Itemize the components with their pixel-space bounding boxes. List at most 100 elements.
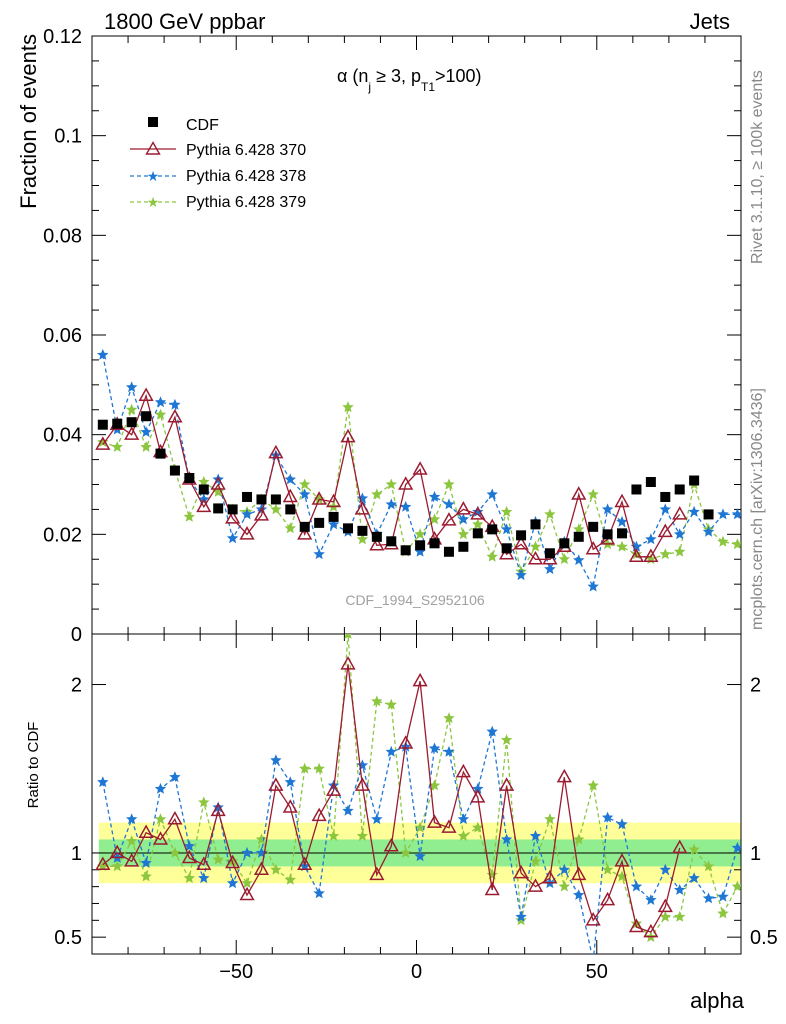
ratio-point-pythia-6-428-370 [484,881,500,896]
ratio-point-pythia-6-428-378 [659,863,671,875]
y-tick-label-main: 0.12 [43,26,82,48]
ratio-point-pythia-6-428-370 [441,819,457,833]
main-point-cdf [544,548,555,559]
title-alpha: α (n [337,66,368,86]
main-point-pythia-6-428-379 [659,548,671,560]
ratio-point-pythia-6-428-379 [183,872,196,884]
ratio-point-pythia-6-428-378 [630,880,643,892]
ratio-point-pythia-6-428-378 [241,846,253,858]
y-tick-label-ratio-right: 2 [750,675,761,697]
main-point-cdf [573,531,584,542]
ratio-point-pythia-6-428-379 [313,762,325,774]
main-point-pythia-6-428-370 [628,548,645,563]
main-point-cdf [501,543,512,554]
main-point-cdf [602,529,613,540]
main-point-pythia-6-428-370 [585,540,601,555]
ratio-point-pythia-6-428-370 [311,807,327,822]
main-point-pythia-6-428-378 [630,540,643,552]
main-point-pythia-6-428-378 [385,498,397,510]
legend-marker-cdf [148,117,158,127]
ratio-point-pythia-6-428-370 [225,854,241,869]
ratio-point-pythia-6-428-370 [470,789,486,803]
main-point-cdf [270,494,281,505]
ratio-line-pythia-6-428-370 [102,664,681,933]
main-point-pythia-6-428-378 [443,498,455,510]
ratio-point-pythia-6-428-370 [571,866,587,881]
main-point-cdf [184,473,195,484]
ratio-point-pythia-6-428-379 [573,833,585,845]
main-point-pythia-6-428-370 [311,491,327,505]
ratio-point-pythia-6-428-378 [385,745,397,757]
legend: CDF Pythia 6.428 370 ★ Pythia 6.428 378 … [130,117,306,211]
ratio-point-pythia-6-428-378 [97,776,109,788]
main-point-pythia-6-428-379 [270,503,282,515]
main-point-pythia-6-428-379 [212,486,224,497]
main-point-pythia-6-428-370 [672,506,688,520]
x-tick-label: 0 [411,961,422,983]
legend-marker-379: ★ [147,195,160,211]
main-point-pythia-6-428-378 [97,348,109,360]
ratio-point-pythia-6-428-379 [356,830,369,841]
main-point-pythia-6-428-378 [313,548,325,560]
ratio-point-pythia-6-428-378 [731,841,741,853]
main-series-group [95,348,741,592]
main-point-pythia-6-428-379 [457,528,470,540]
ratio-point-pythia-6-428-370 [124,853,140,867]
main-point-pythia-6-428-378 [688,505,700,517]
main-point-pythia-6-428-370 [282,488,298,503]
main-point-pythia-6-428-379 [428,513,441,525]
main-point-pythia-6-428-378 [400,500,412,512]
ratio-point-pythia-6-428-378 [702,892,715,904]
title-mid: ≥ 3, p [371,66,421,86]
ratio-point-pythia-6-428-378 [154,782,167,794]
title-sub-t1: T1 [421,80,435,94]
ratio-point-pythia-6-428-379 [500,734,513,745]
ratio-point-pythia-6-428-378 [457,813,470,825]
ratio-point-pythia-6-428-378 [226,877,239,889]
ratio-point-pythia-6-428-370 [600,891,616,906]
ratio-point-pythia-6-428-378 [688,872,700,884]
x-axis-label: alpha [690,988,745,1013]
main-point-pythia-6-428-378 [573,554,585,566]
ratio-point-pythia-6-428-378 [645,894,657,905]
y-tick-label-main: 0.06 [43,325,82,347]
ratio-point-pythia-6-428-370 [672,839,688,854]
main-point-pythia-6-428-378 [515,569,527,581]
ratio-point-pythia-6-428-370 [253,861,270,876]
main-point-pythia-6-428-370 [225,510,241,524]
main-point-pythia-6-428-378 [500,523,513,535]
main-point-cdf [429,538,440,549]
legend-label-378: Pythia 6.428 378 [186,168,306,185]
main-point-pythia-6-428-370 [196,498,212,513]
ratio-point-pythia-6-428-370 [95,856,111,870]
main-point-pythia-6-428-379 [414,528,426,540]
ratio-point-pythia-6-428-378 [126,813,138,825]
ratio-point-pythia-6-428-370 [268,777,284,791]
ratio-point-pythia-6-428-378 [472,782,484,794]
main-point-cdf [660,491,671,502]
main-point-pythia-6-428-379 [198,476,210,487]
main-point-pythia-6-428-379 [443,478,455,490]
legend-label-370: Pythia 6.428 370 [186,142,306,159]
ratio-point-pythia-6-428-379 [344,634,352,639]
main-point-cdf [342,523,353,534]
main-point-pythia-6-428-378 [356,492,369,504]
ratio-point-pythia-6-428-370 [412,672,428,687]
ratio-point-pythia-6-428-379 [616,870,628,882]
ratio-point-pythia-6-428-379 [472,821,484,833]
x-tick-label: 50 [586,961,608,983]
main-point-pythia-6-428-379 [731,538,741,550]
ratio-point-pythia-6-428-370 [181,849,197,864]
main-point-cdf [126,417,137,428]
analysis-label: CDF_1994_S2952106 [345,592,485,608]
ratio-point-pythia-6-428-379 [385,698,397,710]
ratio-point-pythia-6-428-378 [140,857,152,868]
plot-title: α (nj ≥ 3, pT1>100) [337,66,482,94]
main-point-pythia-6-428-379 [486,550,498,562]
main-point-pythia-6-428-379 [500,505,513,517]
ratio-point-pythia-6-428-378 [558,863,570,875]
main-point-pythia-6-428-370 [643,548,659,563]
header-left: 1800 GeV ppbar [104,9,265,34]
ratio-point-pythia-6-428-378 [169,771,181,782]
